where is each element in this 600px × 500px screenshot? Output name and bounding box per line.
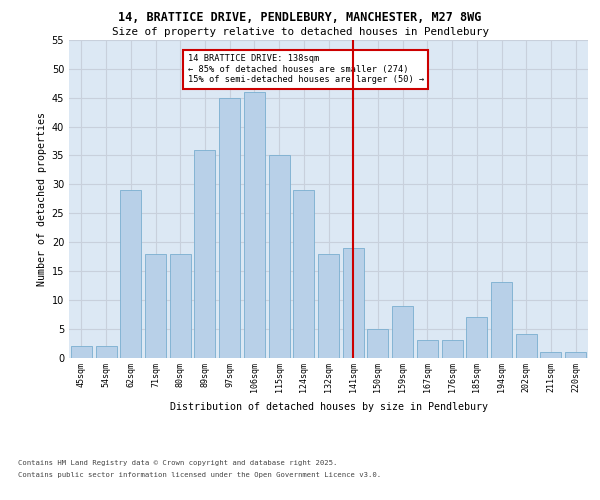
Text: 14, BRATTICE DRIVE, PENDLEBURY, MANCHESTER, M27 8WG: 14, BRATTICE DRIVE, PENDLEBURY, MANCHEST… [118,11,482,24]
Text: Distribution of detached houses by size in Pendlebury: Distribution of detached houses by size … [170,402,488,412]
Bar [244,92,265,357]
Bar [491,282,512,358]
Bar [565,352,586,358]
Bar [516,334,537,357]
Bar [95,346,116,358]
Text: Size of property relative to detached houses in Pendlebury: Size of property relative to detached ho… [112,27,488,37]
Text: Contains HM Land Registry data © Crown copyright and database right 2025.: Contains HM Land Registry data © Crown c… [18,460,337,466]
Bar [541,352,562,358]
Bar [120,190,141,358]
Bar [466,317,487,358]
Bar [170,254,191,358]
Text: Contains public sector information licensed under the Open Government Licence v3: Contains public sector information licen… [18,472,381,478]
Bar [318,254,339,358]
Bar [219,98,240,358]
Bar [293,190,314,358]
Bar [367,328,388,358]
Bar [269,156,290,358]
Text: 14 BRATTICE DRIVE: 138sqm
← 85% of detached houses are smaller (274)
15% of semi: 14 BRATTICE DRIVE: 138sqm ← 85% of detac… [188,54,424,84]
Bar [194,150,215,358]
Y-axis label: Number of detached properties: Number of detached properties [37,112,47,286]
Bar [417,340,438,357]
Bar [343,248,364,358]
Bar [145,254,166,358]
Bar [392,306,413,358]
Bar [442,340,463,357]
Bar [71,346,92,358]
